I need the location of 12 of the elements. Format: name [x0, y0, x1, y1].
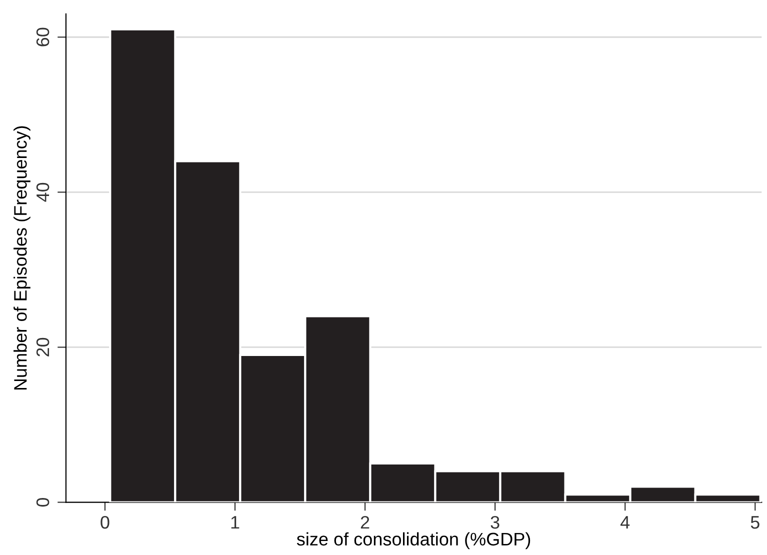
x-tick-label: 4 [620, 516, 630, 529]
x-axis-title: size of consolidation (%GDP) [296, 532, 530, 550]
y-tick-label: 60 [36, 28, 50, 46]
x-tick-label: 5 [750, 516, 760, 529]
y-tick-label: 20 [36, 338, 50, 356]
y-tick-label: 0 [36, 498, 50, 507]
x-tick-label: 0 [100, 516, 110, 529]
x-tick-label: 2 [360, 516, 370, 529]
x-tick-label: 1 [231, 516, 240, 529]
x-tick-label: 3 [490, 516, 500, 529]
y-tick-label: 40 [36, 182, 50, 202]
y-axis-title: Number of Episodes (Frequency) [14, 126, 30, 390]
